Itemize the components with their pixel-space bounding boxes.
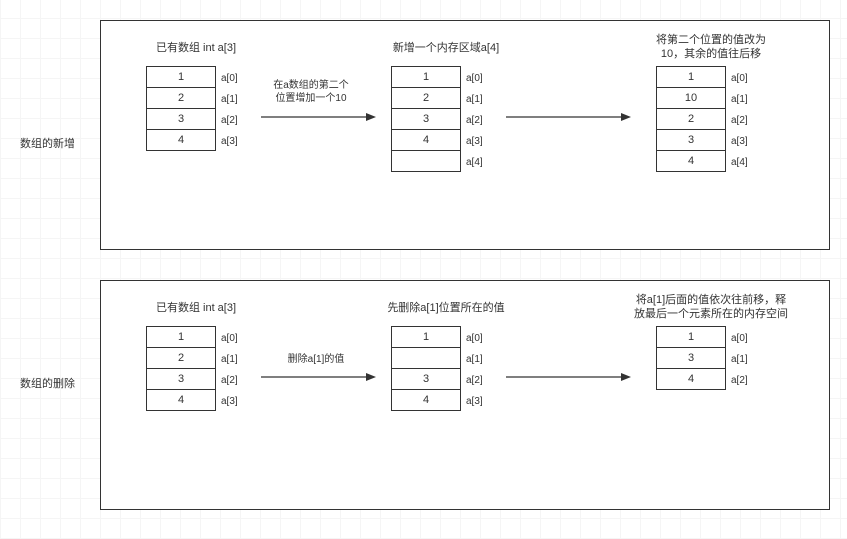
array-cell: 3a[2] (146, 368, 216, 390)
cell-index: a[0] (466, 327, 483, 349)
cell-value: 1 (688, 71, 694, 83)
array-cell: 2a[2] (656, 108, 726, 130)
delete-panel: 已有数组 int a[3] 先删除a[1]位置所在的值 将a[1]后面的值依次往… (100, 280, 830, 510)
cell-index: a[0] (466, 67, 483, 89)
delete-arrow1-label: 删除a[1]的值 (266, 353, 366, 366)
insert-col2-array: 1a[0] 2a[1] 3a[2] 4a[3] a[4] (391, 66, 461, 172)
insert-col1-array: 1a[0] 2a[1] 3a[2] 4a[3] (146, 66, 216, 151)
array-cell: 3a[2] (146, 108, 216, 130)
cell-index: a[2] (731, 109, 748, 131)
cell-index: a[0] (731, 327, 748, 349)
cell-index: a[3] (731, 130, 748, 152)
insert-col1-title: 已有数组 int a[3] (131, 41, 261, 55)
array-cell: 3a[2] (391, 108, 461, 130)
cell-value: 3 (178, 113, 184, 125)
cell-index: a[2] (731, 369, 748, 391)
array-cell: 4a[3] (146, 129, 216, 151)
cell-value: 4 (688, 373, 694, 385)
delete-col3-title: 将a[1]后面的值依次往前移，释 放最后一个元素所在的内存空间 (601, 293, 821, 322)
cell-index: a[2] (466, 369, 483, 391)
cell-index: a[2] (221, 369, 238, 391)
cell-index: a[4] (466, 151, 483, 173)
cell-value: 4 (688, 155, 694, 167)
array-cell: 4a[3] (391, 389, 461, 411)
cell-value: 3 (688, 352, 694, 364)
arrow-icon (261, 111, 376, 123)
arrow-icon (506, 371, 631, 383)
array-cell: 1a[0] (146, 66, 216, 88)
cell-index: a[4] (731, 151, 748, 173)
cell-value: 1 (423, 331, 429, 343)
cell-index: a[1] (731, 88, 748, 110)
array-cell: 4a[4] (656, 150, 726, 172)
cell-index: a[2] (221, 109, 238, 131)
array-cell: 2a[1] (146, 87, 216, 109)
cell-index: a[2] (466, 109, 483, 131)
cell-index: a[1] (466, 348, 483, 370)
array-cell: 1a[0] (391, 66, 461, 88)
insert-panel: 已有数组 int a[3] 新增一个内存区域a[4] 将第二个位置的值改为 10… (100, 20, 830, 250)
arrow-icon (506, 111, 631, 123)
cell-value: 1 (688, 331, 694, 343)
insert-arrow1-label: 在a数组的第二个 位置增加一个10 (261, 79, 361, 105)
array-cell: a[4] (391, 150, 461, 172)
cell-index: a[3] (466, 390, 483, 412)
cell-index: a[3] (466, 130, 483, 152)
cell-value: 1 (178, 331, 184, 343)
arrow-icon (261, 371, 376, 383)
insert-col3-title: 将第二个位置的值改为 10，其余的值往后移 (626, 33, 796, 62)
cell-index: a[3] (221, 390, 238, 412)
cell-value: 3 (423, 113, 429, 125)
array-cell: 1a[0] (146, 326, 216, 348)
array-cell: 4a[3] (391, 129, 461, 151)
delete-col1-array: 1a[0] 2a[1] 3a[2] 4a[3] (146, 326, 216, 411)
array-cell: 1a[0] (391, 326, 461, 348)
array-cell: 3a[3] (656, 129, 726, 151)
cell-index: a[0] (221, 67, 238, 89)
insert-col3-array: 1a[0] 10a[1] 2a[2] 3a[3] 4a[4] (656, 66, 726, 172)
cell-value: 3 (688, 134, 694, 146)
array-cell: a[1] (391, 347, 461, 369)
delete-col2-array: 1a[0] a[1] 3a[2] 4a[3] (391, 326, 461, 411)
cell-value: 4 (423, 134, 429, 146)
array-cell: 2a[1] (146, 347, 216, 369)
array-cell: 1a[0] (656, 66, 726, 88)
array-cell: 4a[3] (146, 389, 216, 411)
insert-col2-title: 新增一个内存区域a[4] (371, 41, 521, 55)
array-cell: 10a[1] (656, 87, 726, 109)
cell-index: a[1] (731, 348, 748, 370)
delete-col1-title: 已有数组 int a[3] (131, 301, 261, 315)
cell-value: 4 (178, 134, 184, 146)
array-cell: 4a[2] (656, 368, 726, 390)
cell-value: 10 (685, 92, 697, 104)
cell-value: 2 (178, 92, 184, 104)
cell-value: 4 (178, 394, 184, 406)
array-cell: 3a[1] (656, 347, 726, 369)
delete-col3-array: 1a[0] 3a[1] 4a[2] (656, 326, 726, 390)
cell-index: a[0] (221, 327, 238, 349)
cell-value: 2 (688, 113, 694, 125)
cell-index: a[1] (466, 88, 483, 110)
delete-side-label: 数组的删除 (20, 375, 75, 391)
cell-index: a[0] (731, 67, 748, 89)
cell-index: a[1] (221, 348, 238, 370)
cell-index: a[3] (221, 130, 238, 152)
delete-col2-title: 先删除a[1]位置所在的值 (366, 301, 526, 315)
cell-value: 1 (423, 71, 429, 83)
array-cell: 2a[1] (391, 87, 461, 109)
cell-index: a[1] (221, 88, 238, 110)
insert-side-label: 数组的新增 (20, 135, 75, 151)
cell-value: 2 (178, 352, 184, 364)
array-cell: 3a[2] (391, 368, 461, 390)
array-cell: 1a[0] (656, 326, 726, 348)
cell-value: 4 (423, 394, 429, 406)
cell-value: 3 (178, 373, 184, 385)
cell-value: 1 (178, 71, 184, 83)
cell-value: 3 (423, 373, 429, 385)
cell-value: 2 (423, 92, 429, 104)
